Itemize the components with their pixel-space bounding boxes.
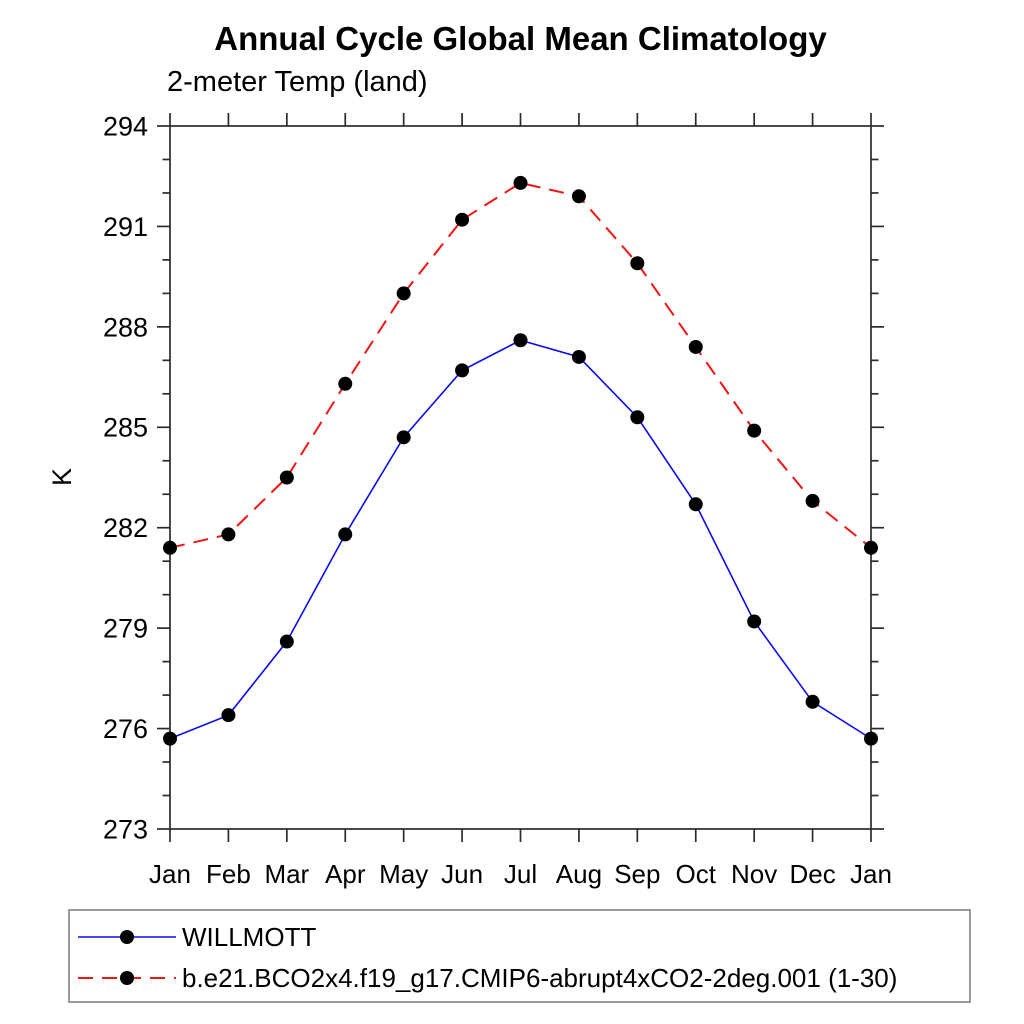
y-tick-label: 285 <box>103 413 148 443</box>
data-point-marker <box>513 175 528 190</box>
data-point-marker <box>513 333 528 348</box>
x-tick-label: Jan <box>149 859 191 889</box>
y-tick-label: 276 <box>103 714 148 744</box>
data-point-marker <box>163 540 177 555</box>
legend: WILLMOTT b.e21.BCO2x4.f19_g17.CMIP6-abru… <box>68 909 971 1003</box>
legend-label-willmott: WILLMOTT <box>182 921 317 952</box>
data-point-marker <box>396 430 411 445</box>
plot-frame <box>169 125 872 830</box>
y-tick-label: 282 <box>103 513 148 543</box>
x-tick-label: Apr <box>325 859 366 889</box>
x-tick-label: Jul <box>504 859 537 889</box>
data-point-marker <box>571 189 586 204</box>
x-tick-label: Oct <box>676 859 717 889</box>
series-line-1 <box>169 181 872 549</box>
data-point-marker <box>455 363 470 378</box>
data-point-marker <box>805 493 820 508</box>
data-point-marker <box>338 376 353 391</box>
legend-item-willmott: WILLMOTT <box>75 921 317 952</box>
x-tick-label: May <box>379 859 428 889</box>
x-tick-label: Aug <box>556 859 602 889</box>
y-tick-label: 273 <box>103 814 148 844</box>
data-point-marker <box>864 540 878 555</box>
y-tick-label: 279 <box>103 614 148 644</box>
data-point-marker <box>688 339 703 354</box>
chart-subtitle: 2-meter Temp (land) <box>167 66 428 98</box>
data-point-marker <box>279 470 294 485</box>
x-tick-label: Jan <box>850 859 892 889</box>
chart-title: Annual Cycle Global Mean Climatology <box>214 20 827 57</box>
x-tick-label: Dec <box>789 859 835 889</box>
data-point-marker <box>630 256 645 271</box>
data-point-marker <box>221 527 236 542</box>
data-point-marker <box>279 634 294 649</box>
x-tick-label: Nov <box>731 859 777 889</box>
x-tick-label: Jun <box>441 859 483 889</box>
data-point-marker <box>163 731 177 746</box>
legend-label-model: b.e21.BCO2x4.f19_g17.CMIP6-abrupt4xCO2-2… <box>182 962 898 993</box>
data-point-marker <box>747 614 762 629</box>
data-point-marker <box>688 497 703 512</box>
data-point-marker <box>630 410 645 425</box>
x-tick-label: Sep <box>614 859 660 889</box>
y-tick-label: 294 <box>103 111 148 141</box>
data-point-marker <box>747 423 762 438</box>
data-point-marker <box>455 212 470 227</box>
y-tick-label: 288 <box>103 312 148 342</box>
x-tick-label: Feb <box>206 859 251 889</box>
legend-line-sample-model <box>78 971 176 985</box>
legend-line-sample-willmott <box>78 930 176 944</box>
data-point-marker <box>338 527 353 542</box>
data-point-marker <box>221 708 236 723</box>
x-tick-label: Mar <box>264 859 309 889</box>
data-point-marker <box>396 286 411 301</box>
y-tick-label: 291 <box>103 212 148 242</box>
data-point-marker <box>805 694 820 709</box>
legend-item-model: b.e21.BCO2x4.f19_g17.CMIP6-abrupt4xCO2-2… <box>75 962 898 993</box>
data-point-marker <box>571 349 586 364</box>
series-line-0 <box>169 339 872 740</box>
data-point-marker <box>864 731 878 746</box>
